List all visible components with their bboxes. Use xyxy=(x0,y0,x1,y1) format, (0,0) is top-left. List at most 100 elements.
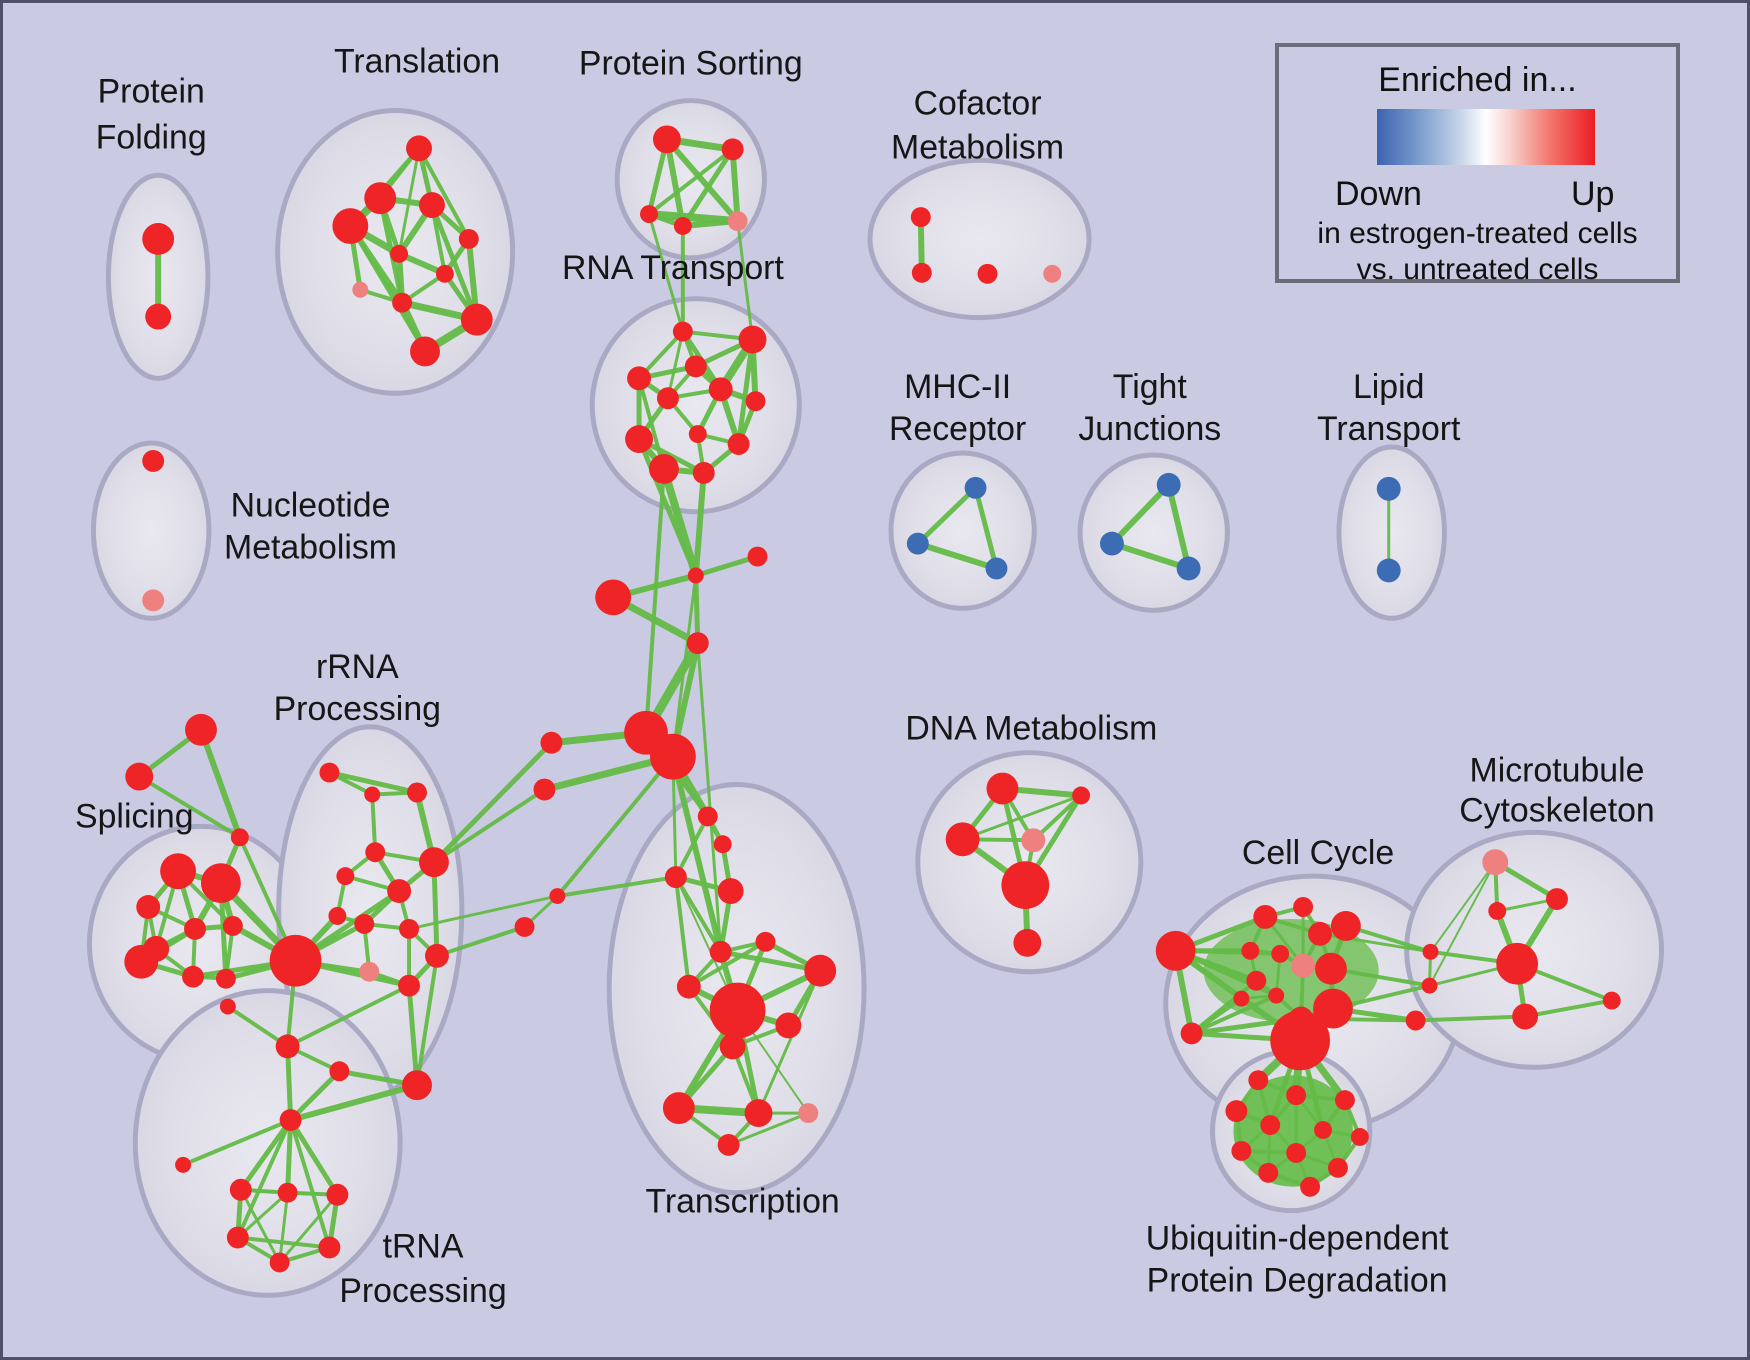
network-edge xyxy=(225,1004,290,1049)
network-edge xyxy=(693,572,701,646)
network-canvas: Protein Folding Translation Protein Sorting… xyxy=(75,43,1665,1310)
network-node xyxy=(424,943,449,968)
network-node xyxy=(627,366,651,391)
cluster-label: Processing xyxy=(274,690,441,728)
network-node xyxy=(354,913,375,934)
network-node xyxy=(1100,531,1124,556)
network-edge xyxy=(736,219,755,342)
network-node xyxy=(200,863,241,904)
network-edge xyxy=(417,146,471,241)
network-edge xyxy=(415,953,439,1088)
network-node xyxy=(673,217,692,235)
network-node xyxy=(364,182,397,215)
network-edge xyxy=(235,1118,293,1240)
network-edge xyxy=(696,641,723,954)
network-node xyxy=(269,934,322,987)
cluster-label: Cytoskeleton xyxy=(1459,791,1655,829)
network-node xyxy=(359,961,380,982)
network-edge xyxy=(961,793,1083,841)
network-node xyxy=(318,1236,341,1259)
network-node xyxy=(1286,1085,1307,1106)
network-edge xyxy=(757,969,822,1115)
network-node xyxy=(1512,1003,1539,1030)
network-node xyxy=(222,915,243,936)
network-edge xyxy=(285,1043,294,1123)
network-node xyxy=(964,476,987,499)
network-edge xyxy=(673,875,691,989)
cluster-label: Processing xyxy=(339,1272,506,1310)
network-node xyxy=(390,244,409,263)
cluster-label: Nucleotide xyxy=(231,487,391,525)
network-node xyxy=(684,355,707,378)
network-edge xyxy=(555,875,678,899)
network-node xyxy=(145,303,172,330)
cluster-ellipse-trna-processing xyxy=(132,988,403,1298)
network-node xyxy=(215,968,236,989)
cluster-ellipse-tight-junctions xyxy=(1077,452,1230,613)
network-node xyxy=(1421,977,1438,994)
network-edge xyxy=(239,1188,282,1264)
network-node xyxy=(1405,1010,1426,1031)
network-node xyxy=(182,965,204,988)
network-node xyxy=(1253,905,1278,929)
network-node xyxy=(775,1012,802,1039)
network-node xyxy=(142,589,165,612)
network-edge xyxy=(236,1191,290,1240)
network-edge xyxy=(680,146,736,229)
network-node xyxy=(1286,1142,1307,1163)
network-node xyxy=(328,906,347,925)
cluster-label: Splicing xyxy=(75,797,193,835)
network-node xyxy=(906,532,929,555)
network-edge xyxy=(1428,861,1497,987)
network-node xyxy=(1180,1022,1203,1045)
network-node xyxy=(332,208,369,244)
cluster-label: Cofactor xyxy=(914,85,1042,123)
network-node xyxy=(708,377,733,402)
cluster-label: Lipid xyxy=(1353,368,1424,406)
network-node xyxy=(219,998,236,1015)
network-node xyxy=(1258,1162,1279,1183)
network-edge xyxy=(326,770,420,795)
cluster-label: Protein Sorting xyxy=(579,45,803,83)
network-edge xyxy=(235,1235,332,1250)
network-node xyxy=(1156,472,1181,497)
cluster-label: Receptor xyxy=(889,410,1026,448)
network-edge xyxy=(434,924,527,958)
network-edge xyxy=(278,1193,339,1264)
network-edge xyxy=(238,1117,294,1193)
network-node xyxy=(709,982,766,1039)
network-node xyxy=(410,336,440,367)
network-node xyxy=(387,879,412,904)
network-edge xyxy=(555,754,675,899)
network-node xyxy=(798,1103,819,1124)
network-edge xyxy=(663,136,741,225)
network-edge xyxy=(973,485,999,571)
network-node xyxy=(1241,941,1260,960)
network-node xyxy=(142,223,175,255)
network-node xyxy=(398,974,421,997)
cluster-ellipse-mhc-ii-receptor xyxy=(888,450,1037,611)
network-node xyxy=(672,321,693,342)
cluster-label: DNA Metabolism xyxy=(905,710,1157,748)
network-node xyxy=(745,391,766,412)
network-node xyxy=(1225,1100,1248,1123)
cluster-label: Ubiquitin-dependent xyxy=(1146,1219,1449,1257)
network-node xyxy=(514,916,535,937)
network-node xyxy=(727,433,750,455)
network-node xyxy=(1155,930,1196,971)
network-edge xyxy=(1108,540,1192,572)
network-edge xyxy=(647,147,735,217)
network-node xyxy=(1327,1157,1348,1178)
network-node xyxy=(1293,897,1314,917)
network-node xyxy=(549,888,566,905)
network-node xyxy=(717,1133,740,1156)
network-node xyxy=(1313,988,1353,1029)
legend-up-label: Up xyxy=(1571,175,1615,213)
network-node xyxy=(229,1178,252,1201)
network-node xyxy=(1482,849,1509,876)
network-node xyxy=(652,125,681,154)
cluster-ellipse-nucleotide-metabolism xyxy=(90,440,212,621)
network-node xyxy=(1176,556,1201,581)
network-node xyxy=(727,211,748,231)
